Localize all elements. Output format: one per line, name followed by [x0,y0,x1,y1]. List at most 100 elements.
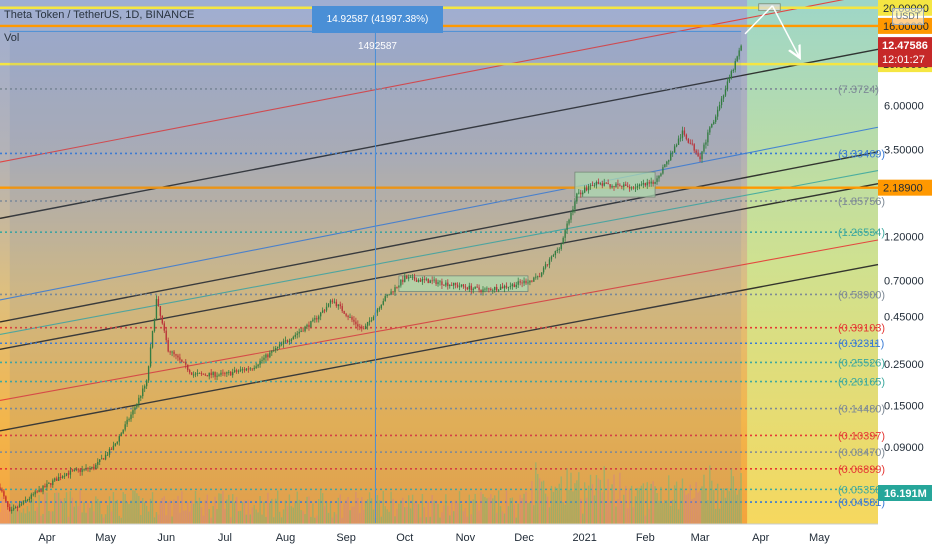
candle-body-254 [496,287,498,291]
candle-body-335 [654,181,656,184]
volume-bar-244 [476,503,478,524]
candle-body-208 [406,275,408,279]
time-axis-label-3: Jul [218,532,232,544]
volume-bar-134 [261,514,263,524]
volume-bar-107 [208,509,210,524]
candle-body-13 [24,500,27,502]
price-axis-label-7: 0.25000 [884,359,924,371]
volume-bar-210 [409,508,412,524]
volume-bar-376 [734,490,736,524]
candle-body-242 [472,288,474,291]
volume-bar-203 [396,508,398,524]
candle-body-170 [331,300,334,302]
volume-bar-49 [95,496,97,524]
candle-body-169 [329,300,332,304]
candle-body-36 [69,470,72,475]
candle-body-359 [701,151,703,160]
candle-body-253 [494,287,496,290]
volume-bar-289 [564,504,566,524]
candle-body-333 [650,181,652,184]
volume-bar-291 [568,489,570,524]
volume-bar-279 [544,493,547,524]
volume-bar-280 [546,496,549,524]
candle-body-4 [7,501,9,507]
candle-body-265 [517,281,519,285]
candle-body-50 [97,461,99,465]
candle-body-98 [190,372,193,375]
volume-bar-0 [0,512,1,524]
candle-body-61 [118,436,120,442]
volume-bar-243 [474,493,476,524]
volume-bar-41 [79,490,81,524]
volume-bar-72 [140,515,142,524]
volume-bar-137 [267,492,269,524]
candle-body-74 [144,386,146,389]
candle-body-246 [480,289,482,292]
candle-body-258 [503,285,506,289]
candle-body-355 [693,144,695,151]
volume-bar-70 [136,493,138,524]
candle-body-221 [431,280,433,282]
candle-body-10 [18,504,21,508]
candle-body-119 [232,372,234,376]
candle-body-306 [597,182,600,184]
volume-bar-296 [578,472,580,524]
volume-bar-294 [574,483,576,524]
volume-bar-171 [333,512,336,524]
candle-body-63 [122,429,124,434]
volume-bar-129 [251,507,253,524]
volume-bar-188 [366,499,369,524]
candle-body-339 [662,167,664,174]
volume-bar-241 [470,514,472,524]
candle-body-336 [656,178,658,182]
fib-level-label-7: (0.25526) [838,357,885,369]
volume-bar-27 [52,511,54,524]
volume-bar-181 [353,506,355,524]
candle-body-209 [408,277,410,279]
volume-bar-264 [515,517,517,524]
volume-bar-290 [566,468,568,524]
volume-bar-67 [130,500,132,524]
candle-body-161 [314,318,316,320]
volume-bar-197 [384,506,386,524]
volume-bar-95 [185,510,187,524]
candle-body-358 [699,156,701,160]
volume-bar-193 [376,495,379,524]
volume-bar-163 [318,499,320,524]
volume-bar-59 [114,501,117,524]
candle-body-314 [613,185,615,187]
volume-bar-46 [89,507,91,524]
volume-bar-118 [230,517,232,524]
volume-bar-214 [417,504,420,524]
candle-body-81 [157,299,160,307]
volume-bar-303 [591,484,594,524]
volume-bar-236 [460,503,463,524]
projection-arrow-1 [771,5,799,58]
candle-body-114 [222,372,224,374]
candle-body-22 [42,485,44,492]
volume-bar-218 [425,517,427,524]
candle-body-186 [363,328,365,330]
last-volume-tag [878,485,932,501]
volume-bar-7 [13,508,15,524]
last-price-label: 12.47586 [882,40,928,52]
candle-body-147 [286,340,289,342]
volume-bar-117 [228,494,230,524]
candle-body-157 [306,324,308,327]
price-axis-label-8: 0.15000 [884,401,924,413]
candle-body-6 [11,509,13,512]
candle-body-55 [106,454,109,456]
volume-bar-362 [707,500,709,524]
candle-body-137 [267,354,269,358]
volume-bar-187 [364,502,367,524]
volume-bar-138 [269,503,271,524]
currency-badge[interactable]: USDT [892,8,924,25]
candle-body-83 [161,315,163,324]
fib-level-label-12: (0.06899) [838,464,885,476]
volume-bar-313 [611,484,613,524]
candle-body-95 [185,362,187,365]
volume-bar-40 [77,506,79,524]
volume-bar-341 [666,500,668,524]
volume-bar-155 [302,511,304,524]
